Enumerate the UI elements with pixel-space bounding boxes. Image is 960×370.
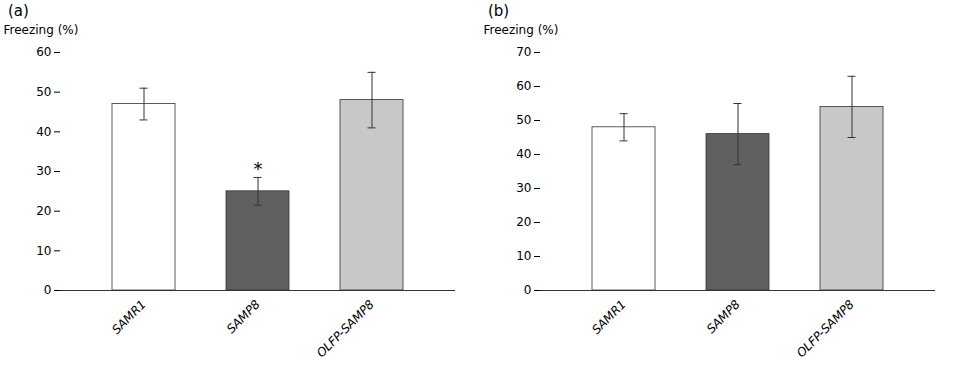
svg-text:10: 10 <box>36 244 51 258</box>
html-text:(a): (a) <box>8 2 29 20</box>
svg-text:40: 40 <box>36 125 51 139</box>
svg-text:Freezing (%): Freezing (%) <box>484 23 559 37</box>
svg-text:SAMR1: SAMR1 <box>589 297 629 337</box>
svg-text:*: * <box>254 158 263 179</box>
svg-text:Freezing (%): Freezing (%) <box>4 23 79 37</box>
svg-text:60: 60 <box>516 79 531 93</box>
svg-text:0: 0 <box>44 283 52 297</box>
html-text:(b): (b) <box>488 2 510 20</box>
svg-text:40: 40 <box>516 147 531 161</box>
svg-text:20: 20 <box>516 215 531 229</box>
svg-text:OLFP-SAMP8: OLFP-SAMP8 <box>794 297 857 360</box>
svg-text:SAMP8: SAMP8 <box>704 297 743 336</box>
svg-text:30: 30 <box>516 181 531 195</box>
svg-text:SAMP8: SAMP8 <box>224 297 263 336</box>
svg-text:30: 30 <box>36 164 51 178</box>
svg-text:20: 20 <box>36 204 51 218</box>
svg-text:10: 10 <box>516 249 531 263</box>
svg-text:50: 50 <box>36 85 51 99</box>
svg-text:60: 60 <box>36 45 51 59</box>
svg-text:OLFP-SAMP8: OLFP-SAMP8 <box>314 297 377 360</box>
svg-text:SAMR1: SAMR1 <box>109 297 149 337</box>
svg-text:50: 50 <box>516 113 531 127</box>
svg-text:0: 0 <box>524 283 532 297</box>
svg-text:70: 70 <box>516 45 531 59</box>
